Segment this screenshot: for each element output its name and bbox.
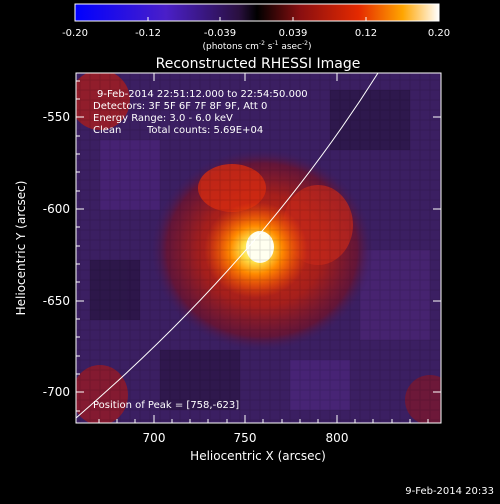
solar-limb (76, 73, 379, 419)
y-axis-label: Heliocentric Y (arcsec) (14, 181, 28, 316)
x-axis-ticks (98, 73, 429, 423)
colorbar-units: (photons cm-2 s-1 asec-2) (202, 40, 311, 52)
detectors-text: Detectors: 3F 5F 6F 7F 8F 9F, Att 0 (93, 101, 267, 112)
footer-timestamp: 9-Feb-2014 20:33 (405, 486, 494, 497)
x-tick-label: 750 (234, 431, 257, 445)
colorbar-tick-label: 0.12 (355, 28, 377, 39)
peak-position-text: Position of Peak = [758,-623] (93, 400, 239, 411)
y-tick-label: -600 (43, 202, 70, 216)
y-tick-label: -650 (43, 294, 70, 308)
method-text: Clean (93, 125, 121, 136)
y-tick-label: -700 (43, 385, 70, 399)
total-counts-text: Total counts: 5.69E+04 (146, 125, 263, 136)
x-tick-label: 800 (326, 431, 349, 445)
colorbar-tick-label: -0.12 (135, 28, 161, 39)
x-tick-label: 700 (143, 431, 166, 445)
y-tick-label: -550 (43, 110, 70, 124)
energy-range-text: Energy Range: 3.0 - 6.0 keV (93, 113, 233, 124)
colorbar-tick-label: -0.039 (204, 28, 236, 39)
colorbar-tick-label: 0.039 (279, 28, 308, 39)
plot-title: Reconstructed RHESSI Image (156, 56, 361, 72)
colorbar (74, 3, 440, 22)
colorbar-ticks (74, 17, 440, 21)
colorbar-tick-label: -0.20 (62, 28, 88, 39)
rhessi-image (76, 73, 441, 423)
time-range-text: 9-Feb-2014 22:51:12.000 to 22:54:50.000 (97, 89, 308, 100)
colorbar-tick-label: 0.20 (428, 28, 450, 39)
y-axis-ticks (76, 80, 441, 412)
x-axis-label: Heliocentric X (arcsec) (190, 449, 326, 463)
plot-frame (75, 72, 442, 424)
